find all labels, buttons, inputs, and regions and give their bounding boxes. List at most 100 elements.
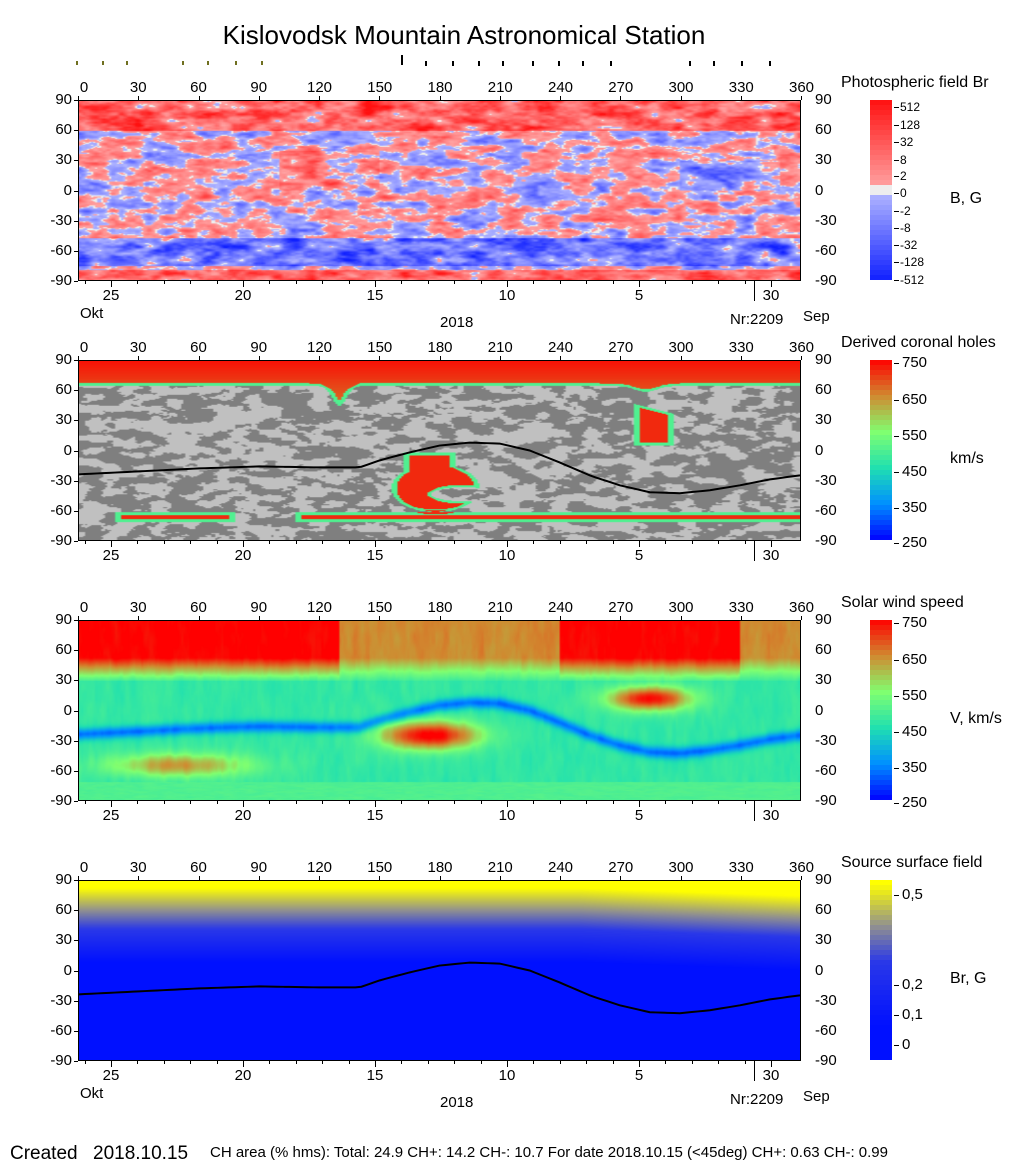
date-minor-tick bbox=[269, 801, 271, 804]
lat-tick-label-left: 60 bbox=[55, 381, 72, 399]
olive-marker bbox=[75, 61, 78, 65]
lat-tick-mark bbox=[74, 541, 78, 542]
date-minor-tick bbox=[507, 281, 508, 284]
date-tick-label: 5 bbox=[634, 547, 644, 564]
date-minor-tick bbox=[718, 801, 720, 804]
date-minor-tick bbox=[612, 801, 614, 804]
date-minor-tick bbox=[744, 801, 746, 804]
colorbar-band bbox=[870, 750, 892, 755]
date-minor-tick bbox=[163, 541, 165, 544]
lon-tick-mark bbox=[740, 876, 742, 880]
lat-tick-mark bbox=[74, 680, 78, 682]
date-minor-tick bbox=[427, 801, 429, 804]
colorbar-band bbox=[870, 275, 892, 280]
lat-tick-label-left: 30 bbox=[55, 671, 72, 689]
lon-tick-label: 360 bbox=[789, 79, 815, 96]
date-tick-mark bbox=[771, 281, 772, 287]
lat-tick-label-right: 60 bbox=[815, 641, 832, 659]
date-tick-label: 30 bbox=[762, 1067, 780, 1084]
colorbar-band bbox=[870, 915, 892, 920]
colorbar-band bbox=[870, 180, 892, 185]
lon-tick-label: 210 bbox=[487, 79, 513, 96]
date-minor-tick bbox=[665, 541, 667, 544]
lon-tick-label: 0 bbox=[79, 599, 89, 616]
colorbar-band bbox=[870, 940, 892, 945]
colorbar-band bbox=[870, 450, 892, 455]
colorbar-band bbox=[870, 375, 892, 380]
colorbar-tick-label: 128 bbox=[900, 118, 921, 132]
colorbar-tick bbox=[894, 895, 899, 896]
lon-tick-label: 300 bbox=[668, 79, 694, 96]
colorbar-band bbox=[870, 255, 892, 260]
lat-tick-mark bbox=[74, 650, 78, 652]
lon-tick-mark bbox=[801, 356, 802, 360]
lon-tick-mark bbox=[198, 616, 200, 620]
date-minor-tick bbox=[744, 1061, 746, 1064]
date-tick-mark bbox=[771, 1061, 772, 1067]
colorbar-tick-label: 350 bbox=[902, 759, 928, 776]
colorbar-tick bbox=[894, 436, 899, 437]
olive-marker bbox=[126, 61, 129, 65]
colorbar-band bbox=[870, 260, 892, 265]
colorbar-band bbox=[870, 455, 892, 460]
colorbar-band bbox=[870, 435, 892, 440]
colorbar-band bbox=[870, 685, 892, 690]
month-left-label: Okt bbox=[80, 305, 104, 322]
neutral-line-layer bbox=[79, 961, 800, 1015]
lat-tick-label-right: -30 bbox=[815, 211, 837, 229]
lat-tick-mark bbox=[74, 970, 78, 972]
heatmap-photospheric bbox=[78, 100, 801, 281]
lon-tick-mark bbox=[801, 876, 802, 880]
colorbar-band bbox=[870, 680, 892, 685]
colorbar-tick bbox=[894, 660, 899, 661]
unit-label-source-surface: Br, G bbox=[950, 970, 987, 987]
date-minor-tick bbox=[744, 541, 746, 544]
date-tick-mark bbox=[243, 281, 244, 287]
date-tick-mark bbox=[111, 1061, 112, 1067]
date-minor-tick bbox=[665, 801, 667, 804]
date-minor-tick bbox=[454, 801, 456, 804]
date-tick-mark bbox=[375, 1061, 376, 1067]
date-minor-tick bbox=[111, 281, 112, 284]
lon-tick-label: 210 bbox=[487, 599, 513, 616]
lon-tick-mark bbox=[499, 356, 501, 360]
date-minor-tick bbox=[559, 281, 561, 284]
lon-tick-label: 30 bbox=[129, 859, 147, 876]
lat-tick-label-left: 90 bbox=[55, 611, 72, 628]
date-minor-tick bbox=[771, 541, 772, 544]
lon-tick-label: 30 bbox=[129, 599, 147, 616]
date-tick-mark bbox=[507, 281, 508, 287]
colorbar-band bbox=[870, 975, 892, 980]
month-boundary-mark bbox=[754, 541, 755, 561]
colorbar-coronal-holes bbox=[870, 360, 892, 540]
date-minor-tick bbox=[507, 541, 508, 544]
colorbar-band bbox=[870, 630, 892, 635]
date-tick-label: 20 bbox=[234, 807, 252, 824]
lon-tick-mark bbox=[560, 96, 561, 100]
colorbar-band bbox=[870, 700, 892, 705]
date-tick-mark bbox=[771, 541, 772, 547]
lon-tick-label: 240 bbox=[548, 339, 574, 356]
black-marker bbox=[712, 61, 715, 66]
black-marker bbox=[688, 61, 691, 66]
lon-tick-label: 60 bbox=[190, 859, 207, 876]
date-minor-tick bbox=[375, 541, 376, 544]
black-marker bbox=[610, 61, 613, 66]
colorbar-band bbox=[870, 495, 892, 500]
colorbar-band bbox=[870, 945, 892, 950]
colorbar-tick bbox=[894, 400, 899, 401]
lat-tick-label-right: -60 bbox=[815, 241, 837, 259]
lon-tick-label: 180 bbox=[427, 859, 453, 876]
date-minor-tick bbox=[744, 281, 746, 284]
colorbar-tick-label: -2 bbox=[900, 204, 911, 218]
date-minor-tick bbox=[586, 801, 588, 804]
date-minor-tick bbox=[480, 801, 482, 804]
colorbar-band bbox=[870, 1040, 892, 1045]
date-minor-tick bbox=[84, 801, 86, 804]
date-tick-label: 25 bbox=[102, 287, 120, 304]
date-minor-tick bbox=[295, 1061, 297, 1064]
colorbar-band bbox=[870, 130, 892, 135]
date-minor-tick bbox=[269, 281, 271, 284]
colorbar-band bbox=[870, 670, 892, 675]
date-minor-tick bbox=[586, 541, 588, 544]
